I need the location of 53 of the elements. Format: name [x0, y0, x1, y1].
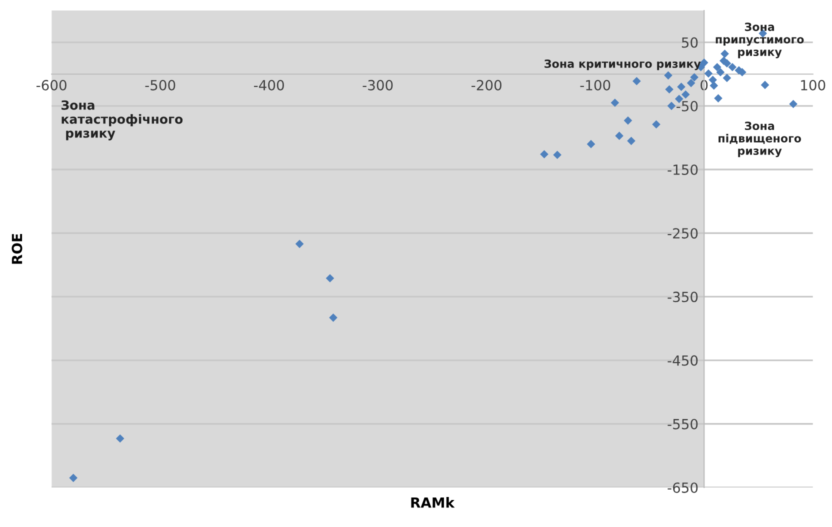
point [624, 116, 632, 125]
annotation: Зона катастрофічного ризику [62, 100, 183, 140]
point [326, 274, 334, 282]
point [652, 120, 660, 129]
x-tick-label: -300 [362, 80, 393, 90]
point [690, 73, 698, 82]
x-tick-label: 100 [801, 80, 826, 90]
point [720, 50, 729, 58]
point [540, 150, 548, 158]
point [586, 140, 596, 148]
point [665, 85, 674, 94]
point [710, 81, 718, 90]
point [708, 76, 717, 84]
point [667, 102, 676, 110]
x-tick-label: -200 [472, 80, 502, 90]
point [664, 71, 672, 80]
y-tick-label: -150 [668, 164, 698, 175]
point [760, 80, 770, 90]
y-tick-label: -350 [668, 292, 698, 302]
y-tick-label: -250 [668, 228, 698, 239]
y-tick-label: -550 [668, 418, 698, 430]
point [69, 474, 78, 482]
point [681, 90, 690, 99]
x-tick-label: 0 [700, 80, 708, 90]
point [722, 74, 732, 82]
point [712, 62, 722, 72]
x-tick-label: -400 [254, 80, 284, 90]
point [610, 98, 620, 107]
x-tick-label: -500 [145, 80, 176, 90]
x-axis-title: RAMk [411, 497, 455, 508]
y-axis-title: ROE [12, 234, 22, 264]
point [686, 78, 696, 88]
point [553, 150, 562, 160]
annotation: Зона підвищеного ризику [718, 122, 802, 158]
point [716, 68, 725, 76]
x-tick-label: -600 [36, 80, 66, 90]
point [632, 76, 641, 86]
point [329, 314, 338, 322]
y-tick-label: -50 [676, 100, 698, 112]
x-tick-label: -100 [580, 80, 610, 90]
y-tick-label: -450 [668, 355, 698, 366]
point [615, 132, 624, 140]
point [677, 82, 686, 92]
point [116, 434, 124, 443]
point [714, 94, 722, 102]
point [704, 69, 713, 78]
point [728, 62, 737, 72]
point [789, 100, 798, 108]
y-tick-label: 50 [682, 37, 698, 48]
point [295, 240, 304, 248]
annotation: Зона припустимого ризику [716, 22, 804, 58]
y-tick-label: -650 [668, 482, 698, 493]
point [627, 136, 636, 146]
